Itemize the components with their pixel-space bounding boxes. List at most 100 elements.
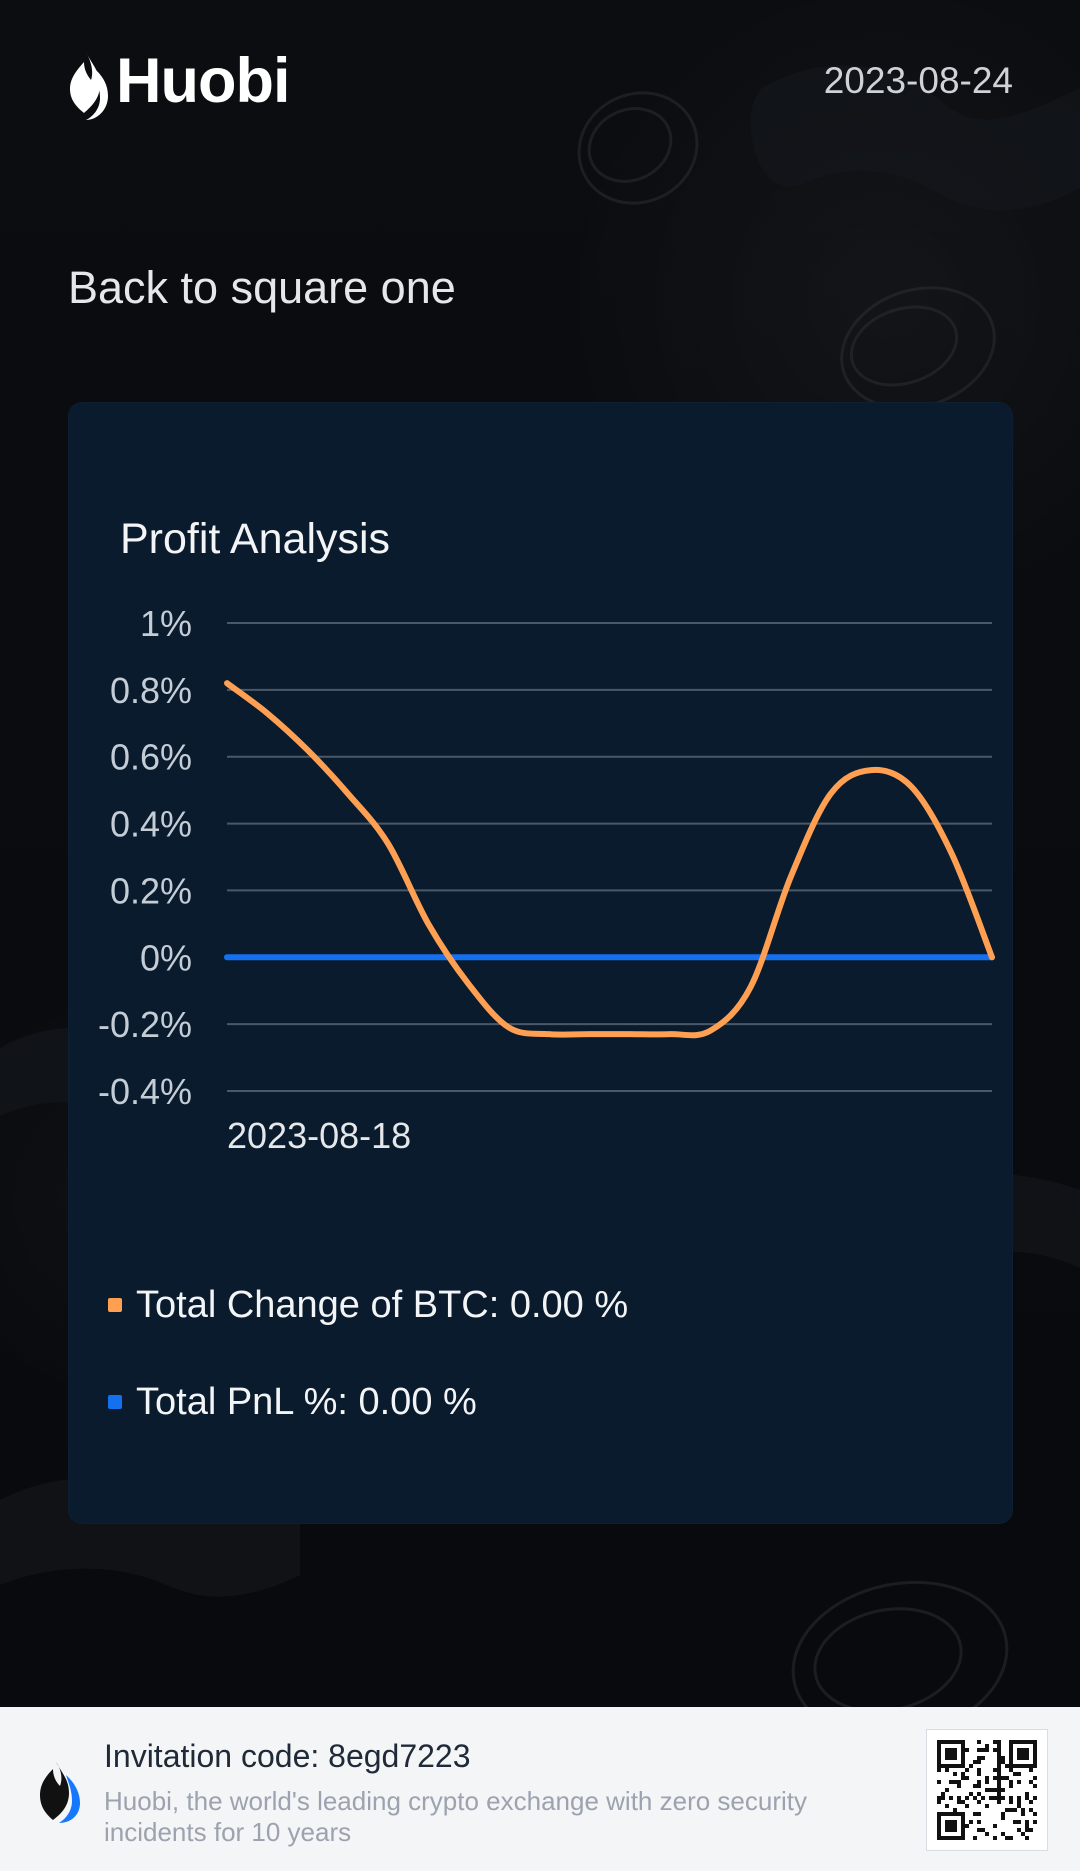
qr-finder-inner bbox=[945, 1748, 957, 1760]
y-tick-label: -0.4% bbox=[98, 1071, 192, 1112]
qr-module bbox=[997, 1792, 1001, 1796]
qr-module bbox=[977, 1768, 981, 1772]
footer-tagline: Huobi, the world's leading crypto exchan… bbox=[104, 1786, 807, 1848]
qr-module bbox=[977, 1800, 981, 1804]
series-line-total-change-btc bbox=[224, 680, 995, 1039]
coin-outline-top bbox=[577, 91, 699, 205]
qr-module bbox=[1029, 1768, 1033, 1772]
qr-module bbox=[1025, 1828, 1029, 1832]
coin-inner-right bbox=[849, 305, 959, 387]
qr-module bbox=[1021, 1832, 1025, 1836]
qr-module bbox=[1017, 1828, 1021, 1832]
qr-module bbox=[1001, 1812, 1005, 1816]
qr-module bbox=[1025, 1824, 1029, 1828]
qr-module bbox=[973, 1812, 977, 1816]
x-tick-label: 2023-08-18 bbox=[227, 1115, 411, 1156]
qr-module bbox=[945, 1768, 949, 1772]
qr-module bbox=[1017, 1772, 1021, 1776]
footer-bar: Invitation code: 8egd7223 Huobi, the wor… bbox=[0, 1707, 1080, 1871]
qr-module bbox=[1025, 1796, 1029, 1800]
qr-module bbox=[985, 1832, 989, 1836]
qr-module bbox=[1001, 1760, 1005, 1764]
qr-module bbox=[1021, 1808, 1025, 1812]
qr-module bbox=[953, 1808, 957, 1812]
qr-module bbox=[1013, 1772, 1017, 1776]
flame-icon bbox=[70, 52, 108, 120]
coin-outline-bottom bbox=[791, 1580, 1009, 1710]
qr-module bbox=[937, 1780, 941, 1784]
qr-module bbox=[977, 1760, 981, 1764]
orange-square-icon bbox=[108, 1298, 122, 1312]
qr-module bbox=[989, 1796, 993, 1800]
qr-module bbox=[997, 1752, 1001, 1756]
qr-module bbox=[1005, 1776, 1009, 1780]
y-tick-label: 0% bbox=[140, 937, 192, 978]
qr-module bbox=[949, 1796, 953, 1800]
qr-module bbox=[997, 1768, 1001, 1772]
profit-analysis-panel: Profit Analysis 1% 0.8% 0.6% 0.4% 0.2% 0% -0.2… bbox=[68, 402, 1013, 1524]
qr-module bbox=[1009, 1784, 1013, 1788]
qr-module bbox=[1001, 1756, 1005, 1760]
qr-module bbox=[1025, 1820, 1029, 1824]
qr-module bbox=[993, 1748, 997, 1752]
qr-module bbox=[985, 1748, 989, 1752]
qr-module bbox=[997, 1800, 1001, 1804]
qr-module bbox=[937, 1800, 941, 1804]
qr-module bbox=[1001, 1788, 1005, 1792]
qr-module bbox=[1005, 1808, 1009, 1812]
qr-module bbox=[985, 1744, 989, 1748]
qr-module bbox=[1033, 1784, 1037, 1788]
qr-module bbox=[977, 1740, 981, 1744]
qr-module bbox=[965, 1768, 969, 1772]
qr-module bbox=[1009, 1768, 1013, 1772]
qr-module bbox=[1029, 1780, 1033, 1784]
qr-module bbox=[997, 1748, 1001, 1752]
qr-module bbox=[1029, 1800, 1033, 1804]
qr-module bbox=[1033, 1776, 1037, 1780]
qr-module bbox=[977, 1820, 981, 1824]
qr-module bbox=[985, 1776, 989, 1780]
qr-module bbox=[993, 1836, 997, 1840]
qr-module bbox=[937, 1768, 941, 1772]
qr-module bbox=[1013, 1808, 1017, 1812]
qr-module bbox=[1017, 1800, 1021, 1804]
qr-module bbox=[993, 1788, 997, 1792]
qr-module bbox=[969, 1792, 973, 1796]
qr-module bbox=[965, 1748, 969, 1752]
qr-module bbox=[997, 1784, 1001, 1788]
qr-module bbox=[957, 1800, 961, 1804]
brand-logo: Huobi bbox=[66, 46, 316, 126]
qr-finder-inner bbox=[1017, 1748, 1029, 1760]
qr-module bbox=[965, 1824, 969, 1828]
top-date: 2023-08-24 bbox=[823, 60, 1013, 101]
qr-module bbox=[977, 1748, 981, 1752]
coin-inner-top bbox=[587, 107, 673, 183]
qr-module bbox=[953, 1772, 957, 1776]
headline: Back to square one bbox=[68, 262, 456, 313]
y-tick-label: 1% bbox=[140, 603, 192, 644]
qr-module bbox=[961, 1800, 965, 1804]
qr-module bbox=[957, 1780, 961, 1784]
qr-module bbox=[997, 1756, 1001, 1760]
qr-module bbox=[977, 1784, 981, 1788]
y-tick-label: 0.8% bbox=[110, 670, 192, 711]
qr-module bbox=[977, 1828, 981, 1832]
profit-analysis-chart: 1% 0.8% 0.6% 0.4% 0.2% 0% -0.2% -0.4% 2023-08-18 bbox=[98, 603, 995, 1156]
qr-module bbox=[997, 1780, 1001, 1784]
qr-module bbox=[1029, 1828, 1033, 1832]
qr-module bbox=[977, 1756, 981, 1760]
qr-module bbox=[1009, 1780, 1013, 1784]
qr-module bbox=[977, 1772, 981, 1776]
qr-module bbox=[1017, 1804, 1021, 1808]
qr-module bbox=[993, 1768, 997, 1772]
qr-module bbox=[965, 1776, 969, 1780]
legend-change-label: Total Change of BTC: 0.00 % bbox=[136, 1284, 629, 1326]
qr-module bbox=[1017, 1820, 1021, 1824]
qr-module bbox=[961, 1772, 965, 1776]
qr-module bbox=[981, 1748, 985, 1752]
qr-module bbox=[1013, 1820, 1017, 1824]
qr-module bbox=[997, 1760, 1001, 1764]
qr-module bbox=[1017, 1780, 1021, 1784]
qr-module bbox=[1001, 1796, 1005, 1800]
legend-pnl-label: Total PnL %: 0.00 % bbox=[136, 1381, 477, 1423]
